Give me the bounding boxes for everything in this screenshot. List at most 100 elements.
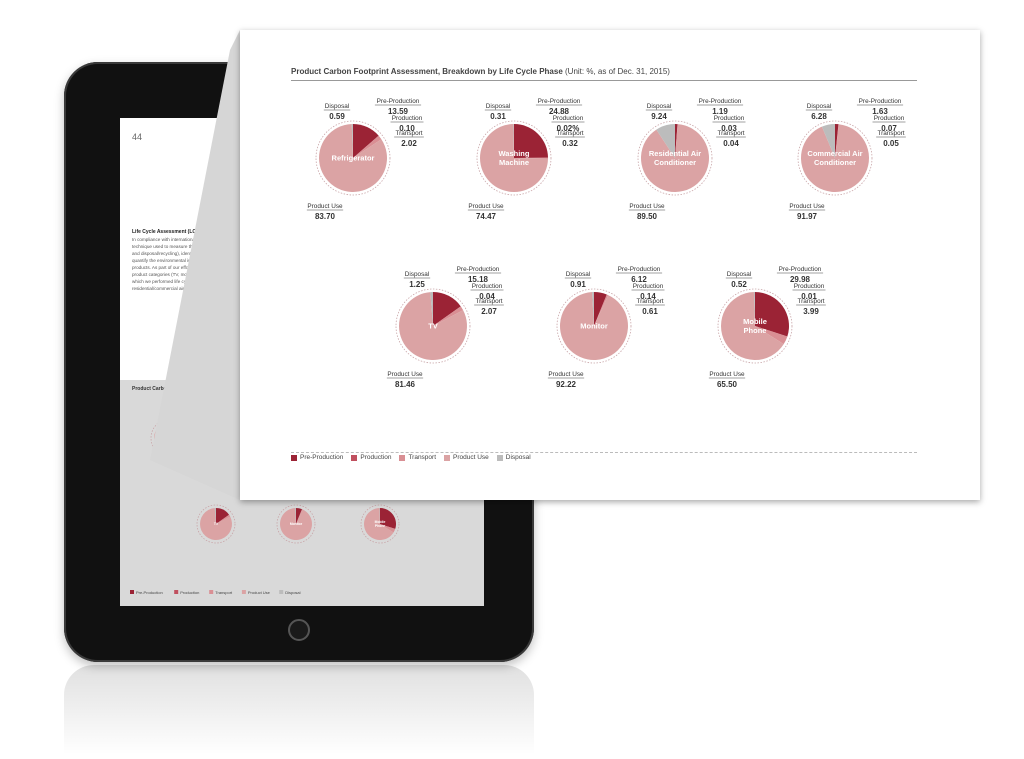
legend-swatch bbox=[444, 454, 451, 461]
label-transport: Transport bbox=[475, 298, 502, 305]
slice-production bbox=[296, 509, 303, 524]
value-production: 0.10 bbox=[399, 124, 415, 133]
slice-production bbox=[755, 326, 788, 337]
label-transport: Transport bbox=[797, 298, 824, 305]
value-pre-production: 1.63 bbox=[872, 107, 888, 116]
legend-label: Production bbox=[360, 454, 392, 461]
value-transport: 0.05 bbox=[883, 139, 899, 148]
slice-product-use bbox=[801, 124, 869, 192]
home-button[interactable] bbox=[288, 619, 310, 641]
label-disposal: Disposal bbox=[486, 103, 511, 110]
chart-title-text: Product Carbon Footprint Assessment, Bre… bbox=[291, 67, 563, 76]
slice-pre-production bbox=[675, 124, 678, 158]
value-pre-production: 29.98 bbox=[790, 275, 811, 284]
pie-product-label: TV bbox=[428, 322, 438, 331]
slice-transport bbox=[675, 124, 678, 158]
label-transport: Transport bbox=[877, 130, 904, 137]
slice-product-use bbox=[641, 124, 709, 192]
pie-outline bbox=[196, 504, 236, 544]
label-transport: Transport bbox=[556, 130, 583, 137]
label-disposal: Disposal bbox=[405, 271, 430, 278]
slice-product-use bbox=[560, 292, 628, 360]
slice-product-use bbox=[364, 508, 394, 540]
chart-legend: Pre-Production Production Transport Product… bbox=[291, 454, 531, 461]
label-transport: Transport bbox=[395, 130, 422, 137]
pie-outline bbox=[717, 288, 793, 364]
pie-product-label: Machine bbox=[499, 158, 529, 167]
label-production: Production bbox=[472, 283, 503, 290]
slice-product-use bbox=[721, 292, 784, 360]
pie-product-label: Phone bbox=[744, 326, 767, 335]
label-product-use: Product Use bbox=[629, 203, 665, 210]
pie-product-label: Phone bbox=[375, 524, 385, 528]
chart-unit-note: (Unit: %, as of Dec. 31, 2015) bbox=[565, 67, 670, 76]
mini-legend-swatch bbox=[279, 590, 284, 594]
label-production: Production bbox=[714, 115, 745, 122]
slice-disposal bbox=[351, 124, 353, 158]
slice-production bbox=[675, 124, 678, 158]
value-product-use: 83.70 bbox=[315, 212, 336, 221]
pie-product-label: Washing bbox=[499, 149, 530, 158]
pie-outline bbox=[276, 504, 316, 544]
legend-label: Transport bbox=[408, 454, 437, 461]
value-production: 0.04 bbox=[479, 292, 495, 301]
slice-product-use bbox=[480, 124, 548, 192]
slice-pre-production bbox=[353, 124, 379, 158]
label-product-use: Product Use bbox=[789, 203, 825, 210]
legend-item-transport: Transport bbox=[399, 454, 436, 461]
slice-production bbox=[380, 524, 396, 529]
value-production: 0.03 bbox=[721, 124, 737, 133]
slice-product-use bbox=[200, 508, 232, 540]
pie-outline bbox=[476, 120, 552, 196]
label-disposal: Disposal bbox=[566, 271, 591, 278]
pie-product-label: Monitor bbox=[580, 322, 608, 331]
slice-disposal bbox=[753, 292, 755, 326]
pie-washing-machine: WashingMachinePre-Production24.88Product… bbox=[467, 98, 585, 221]
value-production: 0.01 bbox=[801, 292, 817, 301]
value-production: 0.14 bbox=[640, 292, 656, 301]
slice-transport bbox=[433, 306, 464, 326]
label-transport: Transport bbox=[717, 130, 744, 137]
legend-divider bbox=[291, 452, 917, 453]
mini-legend: Pre-Production Production Transport Product… bbox=[130, 590, 301, 595]
label-pre-production: Pre-Production bbox=[457, 266, 500, 273]
pie-tv: TV bbox=[196, 504, 236, 544]
slice-pre-production bbox=[296, 508, 303, 524]
slice-production bbox=[433, 306, 461, 326]
legend-swatch bbox=[496, 454, 503, 461]
label-pre-production: Pre-Production bbox=[538, 98, 581, 105]
label-disposal: Disposal bbox=[325, 103, 350, 110]
slice-transport bbox=[755, 326, 788, 345]
value-transport: 2.07 bbox=[481, 307, 497, 316]
value-pre-production: 1.19 bbox=[712, 107, 728, 116]
slice-transport bbox=[514, 157, 548, 159]
mini-legend-label: Transport bbox=[215, 590, 233, 595]
pie-product-label: Residential Air bbox=[649, 149, 701, 158]
pie-product-label: Conditioner bbox=[654, 158, 696, 167]
mini-legend-label: Production bbox=[180, 590, 199, 595]
legend-item-product-use: Product Use bbox=[444, 454, 489, 461]
title-divider bbox=[291, 80, 917, 81]
legend-swatch bbox=[351, 454, 358, 461]
slice-production bbox=[594, 294, 608, 326]
label-production: Production bbox=[794, 283, 825, 290]
label-product-use: Product Use bbox=[307, 203, 343, 210]
label-disposal: Disposal bbox=[647, 103, 672, 110]
value-pre-production: 15.18 bbox=[468, 275, 489, 284]
value-disposal: 1.25 bbox=[409, 280, 425, 289]
label-product-use: Product Use bbox=[548, 371, 584, 378]
label-production: Production bbox=[633, 283, 664, 290]
legend-label: Product Use bbox=[453, 454, 489, 461]
legend-item-pre-production: Pre-Production bbox=[291, 454, 343, 461]
slice-transport bbox=[296, 509, 303, 524]
mini-legend-swatch bbox=[130, 590, 134, 594]
slice-pre-production bbox=[514, 124, 548, 158]
slice-pre-production bbox=[755, 292, 789, 337]
pie-outline bbox=[797, 120, 873, 196]
label-product-use: Product Use bbox=[387, 371, 423, 378]
label-production: Production bbox=[874, 115, 905, 122]
mini-heading: Life Cycle Assessment (LCA) for Products bbox=[132, 229, 233, 235]
value-product-use: 92.22 bbox=[556, 380, 577, 389]
